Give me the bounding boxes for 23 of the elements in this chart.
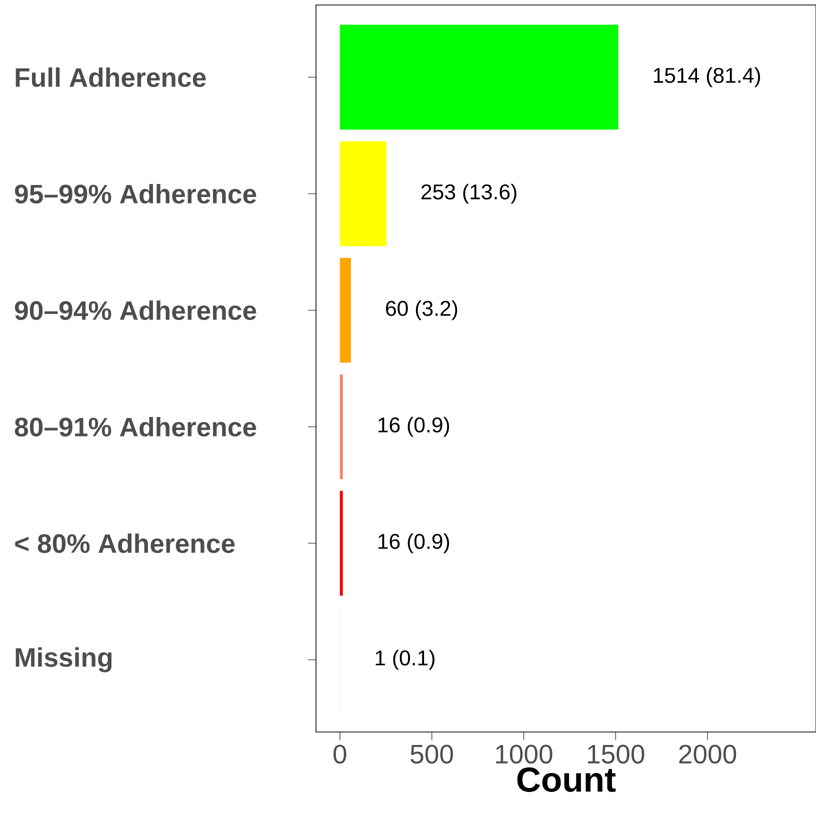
y-tick-label: 95–99% Adherence (14, 184, 256, 204)
data-label: 60 (3.2) (386, 300, 458, 320)
data-label: 1 (0.1) (376, 650, 434, 670)
data-label: 16 (0.9) (378, 416, 450, 437)
x-tick-label: 0 (334, 744, 346, 764)
x-tick-label: 1000 (496, 744, 552, 764)
bar (340, 24, 618, 130)
x-axis-title: Count (517, 767, 616, 792)
y-tick-label: 90–94% Adherence (14, 300, 256, 320)
x-tick-label: 1500 (588, 744, 644, 764)
y-tick-label: 80–91% Adherence (14, 416, 256, 437)
data-label: 16 (0.9) (378, 533, 450, 554)
y-tick-label: < 80% Adherence (15, 533, 235, 554)
x-tick-label: 2000 (679, 744, 736, 764)
data-label: 253 (13.6) (422, 184, 516, 204)
bar (340, 141, 386, 246)
y-tick-label: Missing (16, 647, 112, 672)
data-label: 1514 (81.4) (654, 67, 760, 88)
y-tick-label: Full Adherence (16, 67, 206, 88)
bar (340, 374, 343, 480)
bar (340, 490, 343, 596)
bar (340, 258, 351, 363)
x-tick-label: 500 (410, 744, 453, 764)
